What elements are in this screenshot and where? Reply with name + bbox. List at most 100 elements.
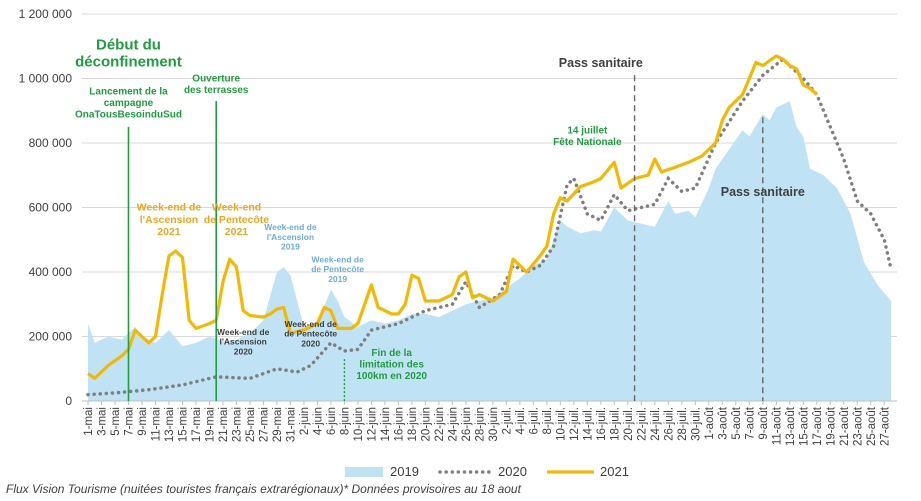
x-tick-label: 11-mai (150, 407, 162, 441)
x-tick-label: 19-août (825, 406, 837, 446)
x-tick-label: 4-juin (312, 407, 324, 435)
x-tick-label: 5-mai (110, 407, 122, 436)
x-tick-label: 5-août (731, 406, 743, 439)
legend-swatch-2019 (345, 467, 383, 477)
x-tick-label: 25-août (866, 406, 878, 446)
x-tick-label: 8-juin (339, 407, 351, 435)
annotation-text: de Pentecôte (284, 329, 337, 339)
x-tick-label: 1-mai (83, 407, 95, 436)
x-tick-label: 26-juin (461, 407, 473, 442)
y-tick-label: 800 000 (29, 136, 73, 150)
x-tick-label: 6-juil. (528, 407, 540, 434)
x-tick-label: 29-mai (272, 407, 284, 442)
y-tick-label: 0 (65, 394, 72, 408)
annotation-text: Début du (96, 36, 161, 53)
annotation-text: 2020 (234, 346, 253, 356)
x-tick-label: 23-mai (231, 407, 243, 442)
legend: 2019 2020 2021 (345, 464, 629, 479)
x-tick-label: 20-juil. (623, 407, 635, 441)
x-tick-label: 27-mai (258, 407, 270, 442)
annotation-text: Fin de la (371, 348, 412, 359)
annotation-text: Week-end de (264, 222, 317, 232)
x-tick-label: 12-juin (366, 407, 378, 442)
annotation-text: Fête Nationale (553, 137, 622, 148)
x-tick-label: 30-juil. (690, 407, 702, 441)
x-axis-ticks: 1-mai 3-mai 5-mai 7-mai 9-mai 11-mai 13-mai 15-… (83, 401, 891, 446)
x-tick-label: 22-juil. (636, 407, 648, 441)
x-tick-label: 21-août (839, 406, 851, 446)
annotation-text: Week-end de (285, 319, 338, 329)
x-tick-label: 13-mai (164, 407, 176, 442)
annotation-text: l'Ascension (140, 214, 199, 226)
annotation-text: l'Ascension (220, 337, 267, 347)
x-tick-label: 28-juil. (677, 407, 689, 441)
x-tick-label: 10-juil. (555, 407, 567, 441)
x-tick-label: 21-mai (218, 407, 230, 442)
x-tick-label: 13-août (785, 406, 797, 446)
x-tick-label: 16-juil. (596, 407, 608, 441)
event-lines (127, 75, 764, 401)
x-tick-label: 4-juil. (515, 407, 527, 434)
annotation-text: déconfinement (75, 54, 182, 71)
x-tick-label: 12-juil. (569, 407, 581, 441)
annotation-text: Week-end de (312, 254, 365, 264)
x-tick-label: 18-juin (407, 407, 419, 442)
x-tick-label: 14-juil. (582, 407, 594, 441)
x-tick-label: 27-août (879, 406, 891, 446)
annotation-text: Week-end de (137, 202, 202, 214)
annotation-text: 2021 (225, 226, 249, 238)
annotation-text: Week-end de (217, 327, 270, 337)
series-2019-area (88, 101, 891, 401)
x-tick-label: 26-juil. (663, 407, 675, 441)
legend-label-2020: 2020 (498, 464, 527, 479)
x-tick-label: 17-mai (191, 407, 203, 442)
x-tick-label: 3-août (717, 406, 729, 439)
x-tick-label: 6-juin (326, 407, 338, 435)
source-note: Flux Vision Tourisme (nuitées touristes … (6, 482, 522, 496)
x-tick-label: 2-juil. (501, 407, 513, 434)
y-tick-label: 1 000 000 (19, 72, 73, 86)
annotation-text: limitation des (359, 359, 424, 370)
annotation-text: de Pentecôte (204, 214, 270, 226)
x-tick-label: 9-août (758, 406, 770, 439)
x-tick-label: 3-mai (96, 407, 108, 436)
annotation-text: Week-end (212, 202, 261, 214)
x-tick-label: 15-août (798, 406, 810, 446)
y-axis-ticks: 0 200 000 400 000 600 000 800 000 1 000 000 1 … (19, 7, 73, 408)
legend-label-2021: 2021 (600, 464, 629, 479)
x-tick-label: 22-juin (434, 407, 446, 442)
x-tick-label: 9-mai (137, 407, 149, 436)
x-tick-label: 18-juil. (609, 407, 621, 441)
x-tick-label: 7-août (744, 406, 756, 439)
x-tick-label: 7-mai (123, 407, 135, 436)
x-tick-label: 14-juin (380, 407, 392, 442)
annotation-text: 14 juillet (567, 125, 608, 136)
x-tick-label: 24-juil. (650, 407, 662, 441)
annotation-text: Pass sanitaire (559, 56, 643, 70)
annotation-text: 2019 (328, 274, 347, 284)
x-tick-label: 23-août (852, 406, 864, 446)
x-tick-label: 30-juin (488, 407, 500, 442)
annotation-text: 2020 (301, 338, 320, 348)
x-tick-label: 19-mai (204, 407, 216, 442)
annotation-text: Lancement de la (89, 87, 168, 98)
annotation-text: OnaTousBesoinduSud (75, 110, 182, 121)
series-2021-line (87, 54, 818, 380)
y-tick-label: 200 000 (29, 330, 73, 344)
annotation-text: de Pentecôte (311, 264, 364, 274)
x-tick-label: 16-juin (393, 407, 405, 442)
x-tick-label: 20-juin (420, 407, 432, 442)
x-tick-label: 1-août (704, 406, 716, 439)
annotation-text: 2019 (281, 242, 300, 252)
annotation-text: Pass sanitaire (721, 185, 805, 199)
annotation-text: 2021 (157, 226, 181, 238)
x-tick-label: 2-juin (299, 407, 311, 435)
x-tick-label: 17-août (812, 406, 824, 446)
x-tick-label: 31-mai (285, 407, 297, 442)
annotation-text: l'Ascension (267, 232, 314, 242)
x-tick-label: 25-mai (245, 407, 257, 442)
y-tick-label: 600 000 (29, 201, 73, 215)
annotation-text: des terrasses (184, 85, 249, 96)
